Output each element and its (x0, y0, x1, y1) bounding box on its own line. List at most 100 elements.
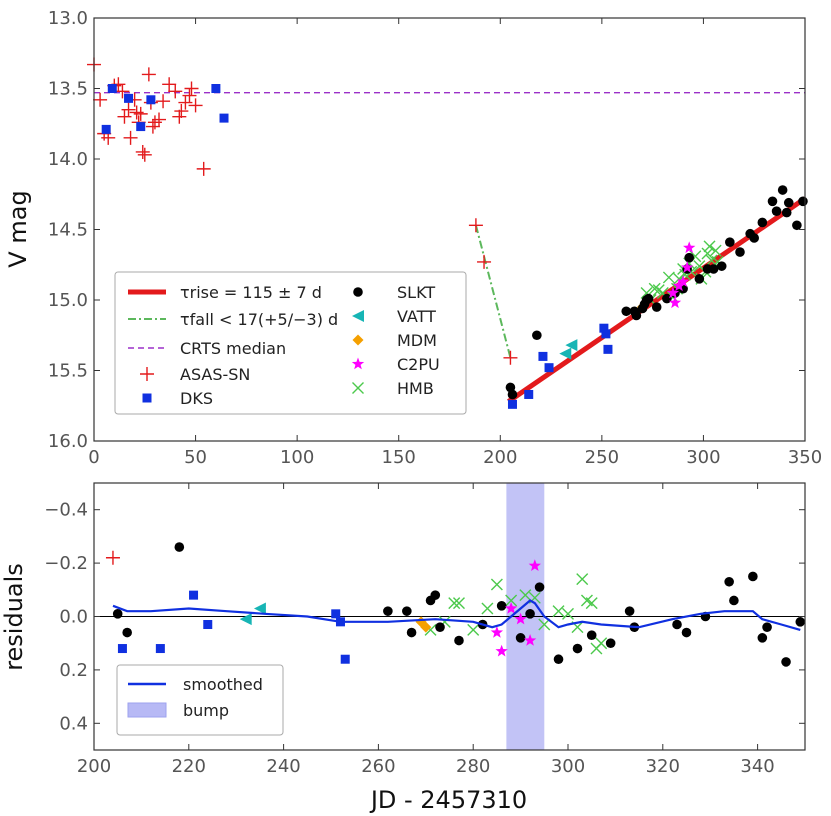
c2pu-residual-point (514, 612, 527, 625)
y-tick-label: −0.4 (44, 500, 88, 521)
slkt-residual-point (748, 571, 758, 582)
hmb-residual-point (562, 607, 574, 620)
slkt-point (725, 237, 735, 247)
c2pu-point (668, 296, 682, 309)
slkt-residual-point (724, 576, 734, 587)
dks-point (219, 113, 229, 123)
slkt-point (757, 217, 768, 228)
slkt-residual-point (435, 622, 445, 632)
legend-fall-label: τfall < 17(+5/−3) d (180, 310, 338, 329)
hmb-residual-point (490, 578, 503, 591)
slkt-residual-point (605, 638, 616, 648)
x-tick-label: 100 (280, 447, 314, 468)
slkt-residual-point (430, 590, 441, 600)
slkt-residual-point (729, 595, 739, 606)
legend-fit-label: τrise = 115 ± 7 d (180, 283, 322, 302)
slkt-point (792, 220, 802, 231)
y-tick-label: 0.0 (59, 607, 88, 628)
c2pu-residual-point (490, 626, 504, 638)
legend-bump-label: bump (183, 701, 229, 720)
vatt-residual-point (253, 602, 266, 615)
legend-c2pu-label: C2PU (397, 355, 440, 374)
x-tick-label: 350 (788, 447, 822, 468)
y-tick-label: 16.0 (48, 431, 88, 452)
slkt-residual-point (402, 606, 412, 616)
light-curve-panel: 0 50 100 150 200 250 300 350 13.0 13.5 14.0 14.5 15.… (4, 8, 822, 468)
vatt-point (559, 347, 572, 360)
slkt-residual-point (174, 542, 185, 552)
asas-point (137, 147, 152, 162)
x-tick-label: 250 (585, 447, 619, 468)
x-tick-label: 200 (77, 756, 111, 777)
residuals-legend: smoothed bump (116, 664, 284, 736)
x-tick-label: 260 (361, 756, 395, 777)
c2pu-residual-point (495, 644, 508, 657)
c2pu-point (672, 279, 686, 292)
hmb-residual-point (448, 597, 461, 610)
hmb-residual-point (552, 605, 565, 618)
slkt-point (651, 302, 662, 312)
slkt-point (631, 310, 642, 321)
asas-point (477, 254, 492, 269)
asas-point (93, 92, 108, 107)
legend-slkt-marker (353, 287, 363, 297)
slkt-point (621, 306, 632, 317)
slkt-point (771, 206, 782, 216)
c2pu-residual-point (528, 559, 541, 572)
hmb-point (662, 271, 675, 284)
dks-point (524, 389, 534, 399)
slkt-residual-point (795, 617, 806, 627)
slkt-residual-point (112, 609, 123, 619)
legend-mdm-label: MDM (397, 331, 437, 350)
c2pu-point (683, 241, 696, 254)
slkt-residual-point (496, 601, 507, 611)
c2pu-point (666, 286, 680, 299)
slkt-point (798, 196, 808, 207)
asas-point (174, 104, 189, 119)
slkt-point (532, 330, 542, 341)
x-tick-label: 50 (184, 447, 207, 468)
asas-point (182, 88, 197, 103)
dks-residual-point (203, 620, 213, 630)
asas-point (129, 105, 144, 120)
asas-point (141, 67, 156, 82)
hmb-residual-point (538, 618, 551, 631)
legend-asas-marker (140, 367, 154, 381)
hmb-residual-point (481, 602, 494, 615)
c2pu-point (676, 275, 690, 287)
slkt-residual-point (681, 627, 692, 638)
legend-dks-label: DKS (180, 389, 213, 408)
asas-point (162, 77, 177, 92)
vatt-point (565, 339, 578, 352)
mdm-residual-point (420, 621, 432, 633)
dks-residual-point (155, 644, 165, 654)
legend-c2pu-marker (351, 357, 365, 370)
light-curve-plot-area (87, 57, 808, 409)
dks-point (507, 399, 517, 409)
hmb-residual-point (519, 589, 532, 602)
hmb-point (703, 240, 716, 253)
asas-point (115, 84, 130, 99)
dks-point (101, 124, 111, 134)
slkt-residual-point (454, 635, 464, 646)
hmb-point (701, 247, 714, 260)
slkt-point (507, 389, 518, 400)
x-tick-label: 220 (172, 756, 206, 777)
slkt-point (694, 274, 705, 284)
y-tick-label: 14.0 (48, 149, 88, 170)
y-tick-label: 0.2 (59, 660, 88, 681)
slkt-residual-point (406, 627, 417, 638)
slkt-residual-point (122, 627, 132, 638)
legend-dks-point (142, 393, 152, 403)
legend-hmb-marker (352, 382, 364, 394)
legend-vatt-point (352, 310, 364, 322)
asas-point (117, 109, 132, 124)
slkt-residual-point (781, 657, 791, 667)
slkt-residual-point (525, 609, 535, 619)
legend-box (114, 271, 467, 415)
dks-point (107, 84, 117, 93)
slkt-point (735, 247, 745, 257)
dks-point (603, 344, 613, 354)
asas-residual-point (105, 550, 120, 565)
